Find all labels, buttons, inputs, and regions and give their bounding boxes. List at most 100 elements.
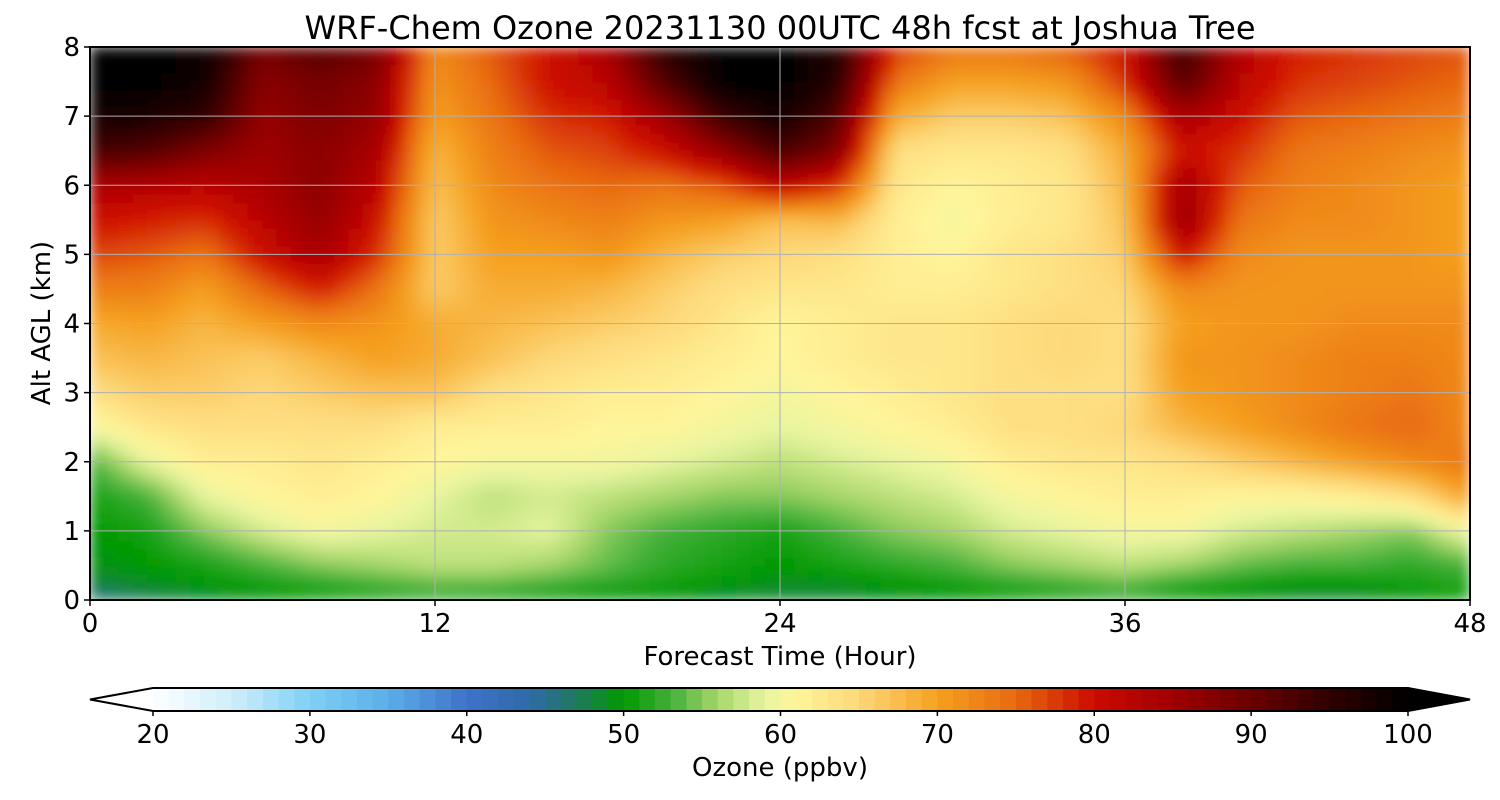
heatmap-cell [305,383,321,394]
heatmap-cell [175,400,192,411]
heatmap-cell [1354,279,1370,290]
heatmap-cell [147,564,163,575]
heatmap-cell [132,521,149,532]
heatmap-cell [693,513,709,523]
heatmap-cell [980,227,997,238]
heatmap-cell [506,331,522,342]
heatmap-cell [1225,495,1241,506]
heatmap-cell [563,184,580,195]
heatmap-cell [290,469,307,480]
heatmap-cell [1038,253,1054,264]
heatmap-cell [578,357,594,368]
heatmap-cell [1023,202,1040,212]
heatmap-cell [851,279,867,290]
heatmap-cell [305,219,321,229]
heatmap-cell [621,288,637,299]
heatmap-cell [664,547,680,558]
heatmap-cell [1282,582,1299,592]
heatmap-cell [348,219,364,229]
heatmap-cell [1455,504,1470,515]
heatmap-cell [1354,340,1370,350]
heatmap-cell [1196,495,1212,506]
heatmap-cell [1038,504,1054,515]
heatmap-cell [1124,582,1140,592]
heatmap-cell [1455,366,1470,376]
heatmap-cell [1023,357,1040,368]
heatmap-cell [1268,435,1284,445]
heatmap-cell [549,366,565,376]
heatmap-cell [1023,469,1040,480]
heatmap-cell [635,357,652,368]
heatmap-cell [650,556,666,566]
heatmap-cell [405,469,422,480]
heatmap-cell [290,348,307,359]
heatmap-cell [563,202,580,212]
heatmap-cell [1225,409,1241,420]
heatmap-cell [980,487,997,497]
heatmap-cell [520,184,537,195]
heatmap-cell [851,426,867,437]
heatmap-cell [1210,219,1227,229]
heatmap-cell [1153,176,1169,186]
heatmap-cell [1340,314,1356,324]
heatmap-cell [233,539,249,549]
heatmap-cell [276,158,292,169]
heatmap-cell [894,426,910,437]
heatmap-cell [607,348,623,359]
heatmap-cell [247,590,264,600]
heatmap-cell [1354,582,1370,592]
heatmap-cell [1253,193,1270,204]
heatmap-cell [578,495,594,506]
heatmap-cell [1225,348,1241,359]
heatmap-cell [1297,409,1313,420]
heatmap-cell [1412,331,1428,342]
heatmap-cell [218,245,235,255]
heatmap-cell [793,530,810,541]
heatmap-cell [218,487,235,497]
heatmap-cell [837,504,853,515]
heatmap-cell [434,443,450,454]
heatmap-cell [477,469,494,480]
heatmap-cell [1426,521,1442,532]
heatmap-cell [779,262,795,273]
heatmap-cell [1268,573,1284,584]
heatmap-cell [147,288,163,299]
heatmap-cell [607,495,623,506]
heatmap-cell [233,210,249,221]
heatmap-cell [1023,590,1040,600]
heatmap-cell [391,539,407,549]
heatmap-cell [391,461,407,471]
heatmap-cell [1196,357,1212,368]
heatmap-cell [693,547,709,558]
heatmap-cell [822,331,839,342]
heatmap-cell [1354,227,1370,238]
heatmap-cell [549,340,565,350]
heatmap-cell [305,478,321,489]
heatmap-cell [908,504,925,515]
heatmap-cell [664,262,680,273]
heatmap-cell [204,193,220,204]
heatmap-cell [1052,219,1069,229]
heatmap-cell [1268,348,1284,359]
heatmap-cell [966,331,982,342]
heatmap-cell [995,184,1011,195]
heatmap-cell [1225,253,1241,264]
heatmap-cell [319,478,335,489]
heatmap-cell [765,556,781,566]
heatmap-cell [851,271,867,281]
heatmap-cell [362,227,379,238]
heatmap-cell [377,573,393,584]
heatmap-cell [678,443,695,454]
heatmap-cell [1210,340,1227,350]
heatmap-cell [90,513,105,523]
heatmap-cell [333,478,350,489]
heatmap-cell [448,573,465,584]
heatmap-cell [1311,340,1327,350]
heatmap-cell [607,539,623,549]
heatmap-cell [563,305,580,316]
heatmap-cell [664,323,680,333]
heatmap-cell [722,262,738,273]
heatmap-cell [290,487,307,497]
heatmap-cell [305,323,321,333]
heatmap-cell [290,158,307,169]
